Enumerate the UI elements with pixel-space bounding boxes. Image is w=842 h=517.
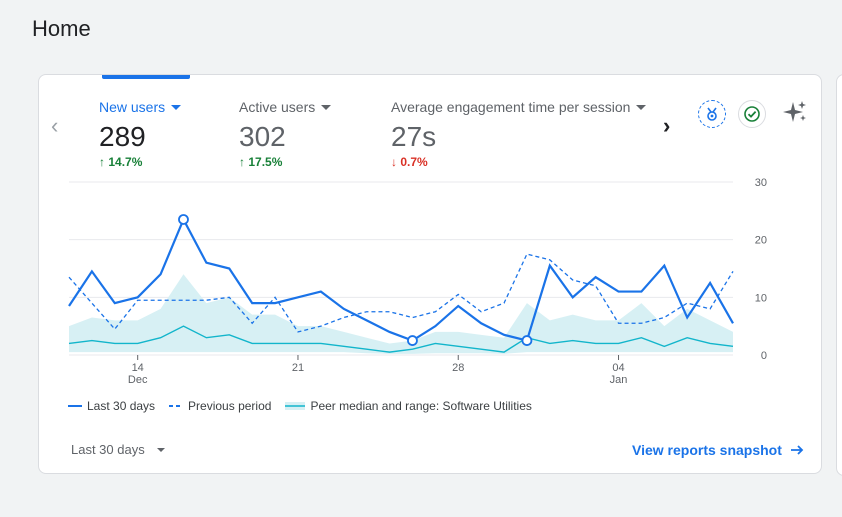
active-tab-indicator bbox=[102, 75, 190, 79]
overview-card: ‹ New users 289 ↑ 14.7% Active users 302… bbox=[38, 74, 822, 474]
metric-label: Active users bbox=[239, 99, 316, 115]
legend-item-last-30-days[interactable]: Last 30 days bbox=[68, 399, 155, 413]
peer-range-band bbox=[69, 274, 733, 354]
chevron-left-icon[interactable]: ‹ bbox=[51, 113, 59, 138]
legend-label: Last 30 days bbox=[87, 399, 156, 413]
caret-down-icon bbox=[636, 104, 647, 110]
tab-active-users[interactable]: Active users 302 ↑ 17.5% bbox=[239, 99, 332, 169]
legend-item-peer-range[interactable]: Peer median and range: Software Utilitie… bbox=[285, 399, 532, 413]
x-tick-month-label: Jan bbox=[610, 374, 628, 386]
caret-down-icon bbox=[171, 104, 182, 110]
tab-avg-engagement-time[interactable]: Average engagement time per session 27s … bbox=[391, 99, 649, 169]
y-tick-label: 20 bbox=[755, 235, 767, 247]
x-tick-label: 28 bbox=[452, 362, 464, 374]
y-tick-label: 10 bbox=[755, 292, 767, 304]
check-circle-icon[interactable] bbox=[738, 100, 766, 128]
metric-change: 0.7% bbox=[400, 155, 428, 169]
arrow-up-icon: ↑ bbox=[99, 155, 109, 169]
view-reports-snapshot-link[interactable]: View reports snapshot bbox=[632, 442, 804, 458]
chart-legend: Last 30 days Previous period Peer median… bbox=[68, 399, 532, 413]
date-range-dropdown[interactable]: Last 30 days bbox=[71, 442, 165, 457]
legend-label: Peer median and range: Software Utilitie… bbox=[310, 399, 532, 413]
metric-value: 289 bbox=[99, 121, 146, 152]
x-tick-label: 04 bbox=[612, 362, 624, 374]
metric-change: 17.5% bbox=[248, 155, 283, 169]
x-tick-label: 21 bbox=[292, 362, 304, 374]
caret-down-icon bbox=[321, 104, 332, 110]
metric-label: Average engagement time per session bbox=[391, 99, 631, 115]
data-point-marker bbox=[521, 335, 533, 346]
view-link-label: View reports snapshot bbox=[632, 442, 782, 458]
x-tick-month-label: Dec bbox=[128, 374, 148, 386]
x-tick-label: 14 bbox=[132, 362, 144, 374]
caret-down-icon bbox=[156, 447, 165, 452]
arrow-up-icon: ↑ bbox=[239, 155, 249, 169]
metric-change: 14.7% bbox=[108, 155, 143, 169]
page-title: Home bbox=[32, 16, 91, 41]
data-point-marker bbox=[178, 214, 189, 225]
peer-median-line bbox=[68, 325, 734, 353]
insights-badge-icon[interactable] bbox=[698, 100, 726, 128]
data-point-marker bbox=[407, 335, 418, 346]
tab-new-users[interactable]: New users 289 ↑ 14.7% bbox=[99, 99, 182, 169]
previous-period-line bbox=[68, 253, 734, 333]
metric-value: 302 bbox=[239, 121, 286, 152]
legend-item-previous-period[interactable]: Previous period bbox=[169, 399, 271, 413]
metric-value: 27s bbox=[391, 121, 437, 152]
arrow-right-icon bbox=[790, 445, 804, 455]
sparkle-icon[interactable] bbox=[782, 99, 808, 130]
legend-label: Previous period bbox=[188, 399, 272, 413]
metric-label: New users bbox=[99, 99, 166, 115]
last-30-days-line bbox=[68, 216, 734, 342]
y-tick-label: 0 bbox=[761, 350, 767, 362]
adjacent-card bbox=[836, 74, 842, 476]
chevron-right-icon[interactable]: › bbox=[663, 113, 671, 138]
arrow-down-icon: ↓ bbox=[391, 155, 401, 169]
date-range-label: Last 30 days bbox=[71, 442, 145, 457]
y-tick-label: 30 bbox=[755, 177, 767, 189]
